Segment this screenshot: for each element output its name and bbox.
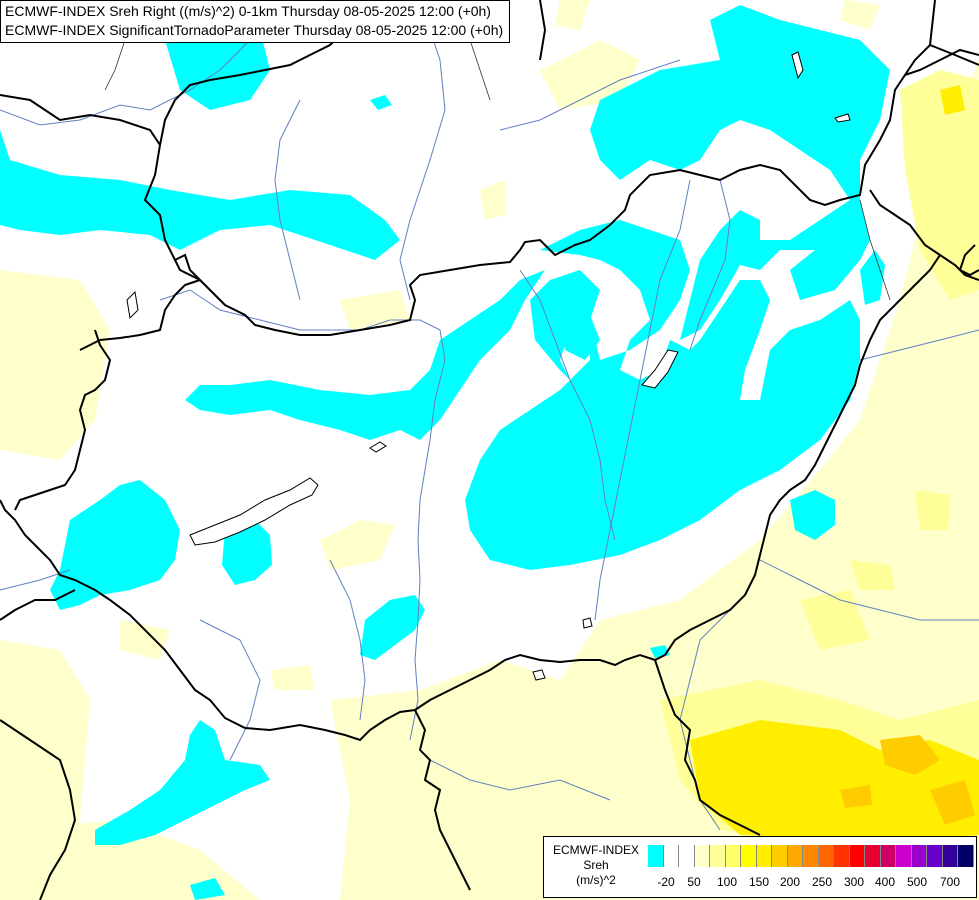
legend-swatch (710, 845, 726, 867)
title-line-1: ECMWF-INDEX Sreh Right ((m/s)^2) 0-1km T… (5, 3, 491, 19)
legend-swatch (772, 845, 788, 867)
legend-swatch (896, 845, 912, 867)
legend-ticks: -20 50 100 150 200 250 300 400 500 700 (648, 875, 968, 891)
legend-swatch (911, 845, 927, 867)
legend-tick-label: 200 (779, 875, 801, 889)
map-title: ECMWF-INDEX Sreh Right ((m/s)^2) 0-1km T… (0, 0, 511, 43)
legend-tick-label: 300 (843, 875, 865, 889)
legend-tick-label: 500 (906, 875, 928, 889)
legend-tick-label: -20 (657, 875, 675, 889)
legend-swatch (663, 845, 679, 867)
legend-swatch (756, 845, 772, 867)
color-legend: ECMWF-INDEX Sreh (m/s)^2 -20 50 100 150 200 2… (543, 836, 977, 898)
legend-swatch (942, 845, 958, 867)
legend-swatch (725, 845, 741, 867)
legend-label: ECMWF-INDEX Sreh (m/s)^2 (548, 843, 644, 888)
cyan-areas (0, 5, 890, 900)
legend-swatch (679, 845, 695, 867)
legend-tick-label: 700 (939, 875, 961, 889)
legend-swatch (818, 845, 834, 867)
legend-tick-label: 150 (748, 875, 770, 889)
legend-label-line-2: Sreh (583, 858, 609, 872)
legend-color-bar (648, 845, 974, 867)
legend-tick-label: 100 (716, 875, 738, 889)
legend-swatch (927, 845, 943, 867)
legend-tick-label: 250 (811, 875, 833, 889)
legend-swatch (849, 845, 865, 867)
title-line-2: ECMWF-INDEX SignificantTornadoParameter … (5, 22, 504, 38)
lakes (126, 51, 851, 681)
legend-swatch (803, 845, 819, 867)
legend-tick-label: 400 (874, 875, 896, 889)
legend-swatch (865, 845, 881, 867)
legend-label-line-3: (m/s)^2 (576, 873, 616, 887)
legend-swatch (741, 845, 757, 867)
legend-swatch (694, 845, 710, 867)
orange-areas (840, 735, 975, 825)
legend-swatch (958, 845, 974, 867)
legend-label-line-1: ECMWF-INDEX (553, 843, 639, 857)
legend-tick-label: 50 (687, 875, 701, 889)
legend-swatch (880, 845, 896, 867)
legend-swatch (648, 845, 664, 867)
legend-swatch (787, 845, 803, 867)
legend-swatch (834, 845, 850, 867)
